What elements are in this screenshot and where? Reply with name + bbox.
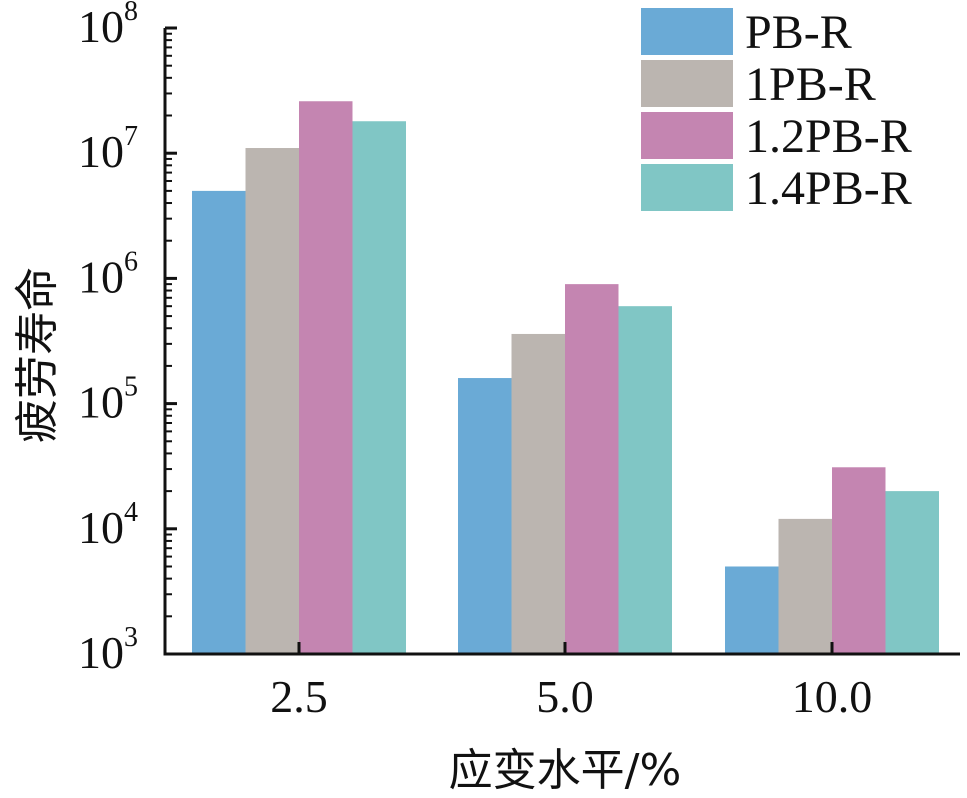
bar-PB-R-10.0: [725, 566, 779, 654]
legend-label: 1.2PB-R: [745, 110, 912, 163]
bar-PB-R-5.0: [458, 378, 512, 654]
legend-label: 1.4PB-R: [745, 162, 912, 215]
y-axis-title: 疲劳寿命: [12, 267, 63, 443]
y-tick-label: 108: [78, 0, 138, 52]
x-tick-label: 2.5: [270, 671, 328, 722]
bar-1PB-R-10.0: [778, 518, 832, 654]
legend-swatch: [641, 60, 733, 107]
bar-1PB-R-2.5: [245, 148, 299, 654]
legend-label: 1PB-R: [745, 58, 876, 111]
bar-1.2PB-R-2.5: [299, 101, 353, 654]
bar-PB-R-2.5: [192, 190, 246, 654]
bar-1.4PB-R-2.5: [352, 121, 406, 655]
axes-layer: 103 104 105 106 107 108 2.5 5.0 10.0: [78, 0, 960, 722]
bar-1.2PB-R-5.0: [565, 284, 619, 654]
y-tick-label: 103: [78, 622, 138, 678]
legend-label: PB-R: [745, 6, 852, 59]
bar-1.2PB-R-10.0: [832, 467, 886, 654]
legend-swatch: [641, 8, 733, 55]
legend-swatch: [641, 164, 733, 211]
bars-layer: [192, 101, 939, 655]
bar-1.4PB-R-5.0: [618, 306, 672, 654]
bar-1.4PB-R-10.0: [885, 491, 939, 654]
y-tick-label: 105: [78, 372, 138, 428]
x-tick-label: 5.0: [536, 671, 594, 722]
y-tick-label: 107: [78, 121, 138, 177]
x-axis-title: 应变水平/%: [449, 745, 682, 796]
legend-swatch: [641, 112, 733, 159]
y-tick-label: 106: [78, 246, 138, 302]
x-tick-label: 10.0: [792, 671, 873, 722]
bar-1PB-R-5.0: [511, 333, 565, 654]
y-tick-label: 104: [78, 497, 138, 553]
